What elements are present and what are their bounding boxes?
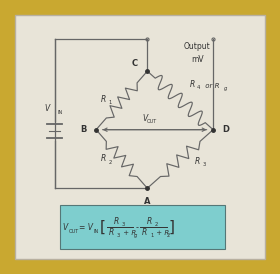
Text: 2: 2 — [167, 233, 170, 238]
Text: A: A — [144, 197, 151, 206]
Text: V: V — [142, 114, 148, 123]
Text: B: B — [81, 125, 87, 134]
Text: V: V — [45, 104, 50, 113]
Text: R: R — [101, 155, 106, 164]
Text: -: - — [136, 223, 139, 232]
Text: OUT: OUT — [147, 119, 157, 124]
Text: = V: = V — [79, 223, 93, 232]
Text: R: R — [190, 80, 195, 89]
Text: 3: 3 — [202, 162, 206, 167]
Text: R: R — [142, 228, 148, 237]
Text: IN: IN — [57, 110, 62, 115]
Text: C: C — [132, 59, 138, 68]
Text: ]: ] — [168, 220, 174, 235]
Text: IN: IN — [94, 229, 99, 234]
Text: R: R — [147, 217, 152, 226]
Text: 2: 2 — [108, 160, 112, 165]
Text: mV: mV — [191, 55, 204, 64]
Text: R: R — [114, 217, 119, 226]
Text: D: D — [222, 125, 229, 134]
Text: 3: 3 — [117, 233, 120, 238]
Text: [: [ — [100, 220, 106, 235]
Text: g: g — [224, 87, 227, 92]
Text: g: g — [134, 233, 137, 238]
Bar — [60, 205, 225, 249]
Text: R: R — [109, 228, 114, 237]
Text: R: R — [101, 95, 106, 104]
Text: 1: 1 — [108, 100, 112, 105]
Text: 1: 1 — [150, 233, 153, 238]
Text: 4: 4 — [197, 85, 200, 90]
Text: OUT: OUT — [69, 229, 79, 234]
Text: 3: 3 — [121, 222, 125, 227]
Text: V: V — [62, 223, 67, 232]
Text: + R: + R — [121, 230, 136, 236]
Text: or R: or R — [203, 83, 220, 89]
Text: Output: Output — [184, 42, 211, 51]
Text: R: R — [195, 157, 200, 166]
Text: 2: 2 — [155, 222, 158, 227]
Text: + R: + R — [154, 230, 170, 236]
